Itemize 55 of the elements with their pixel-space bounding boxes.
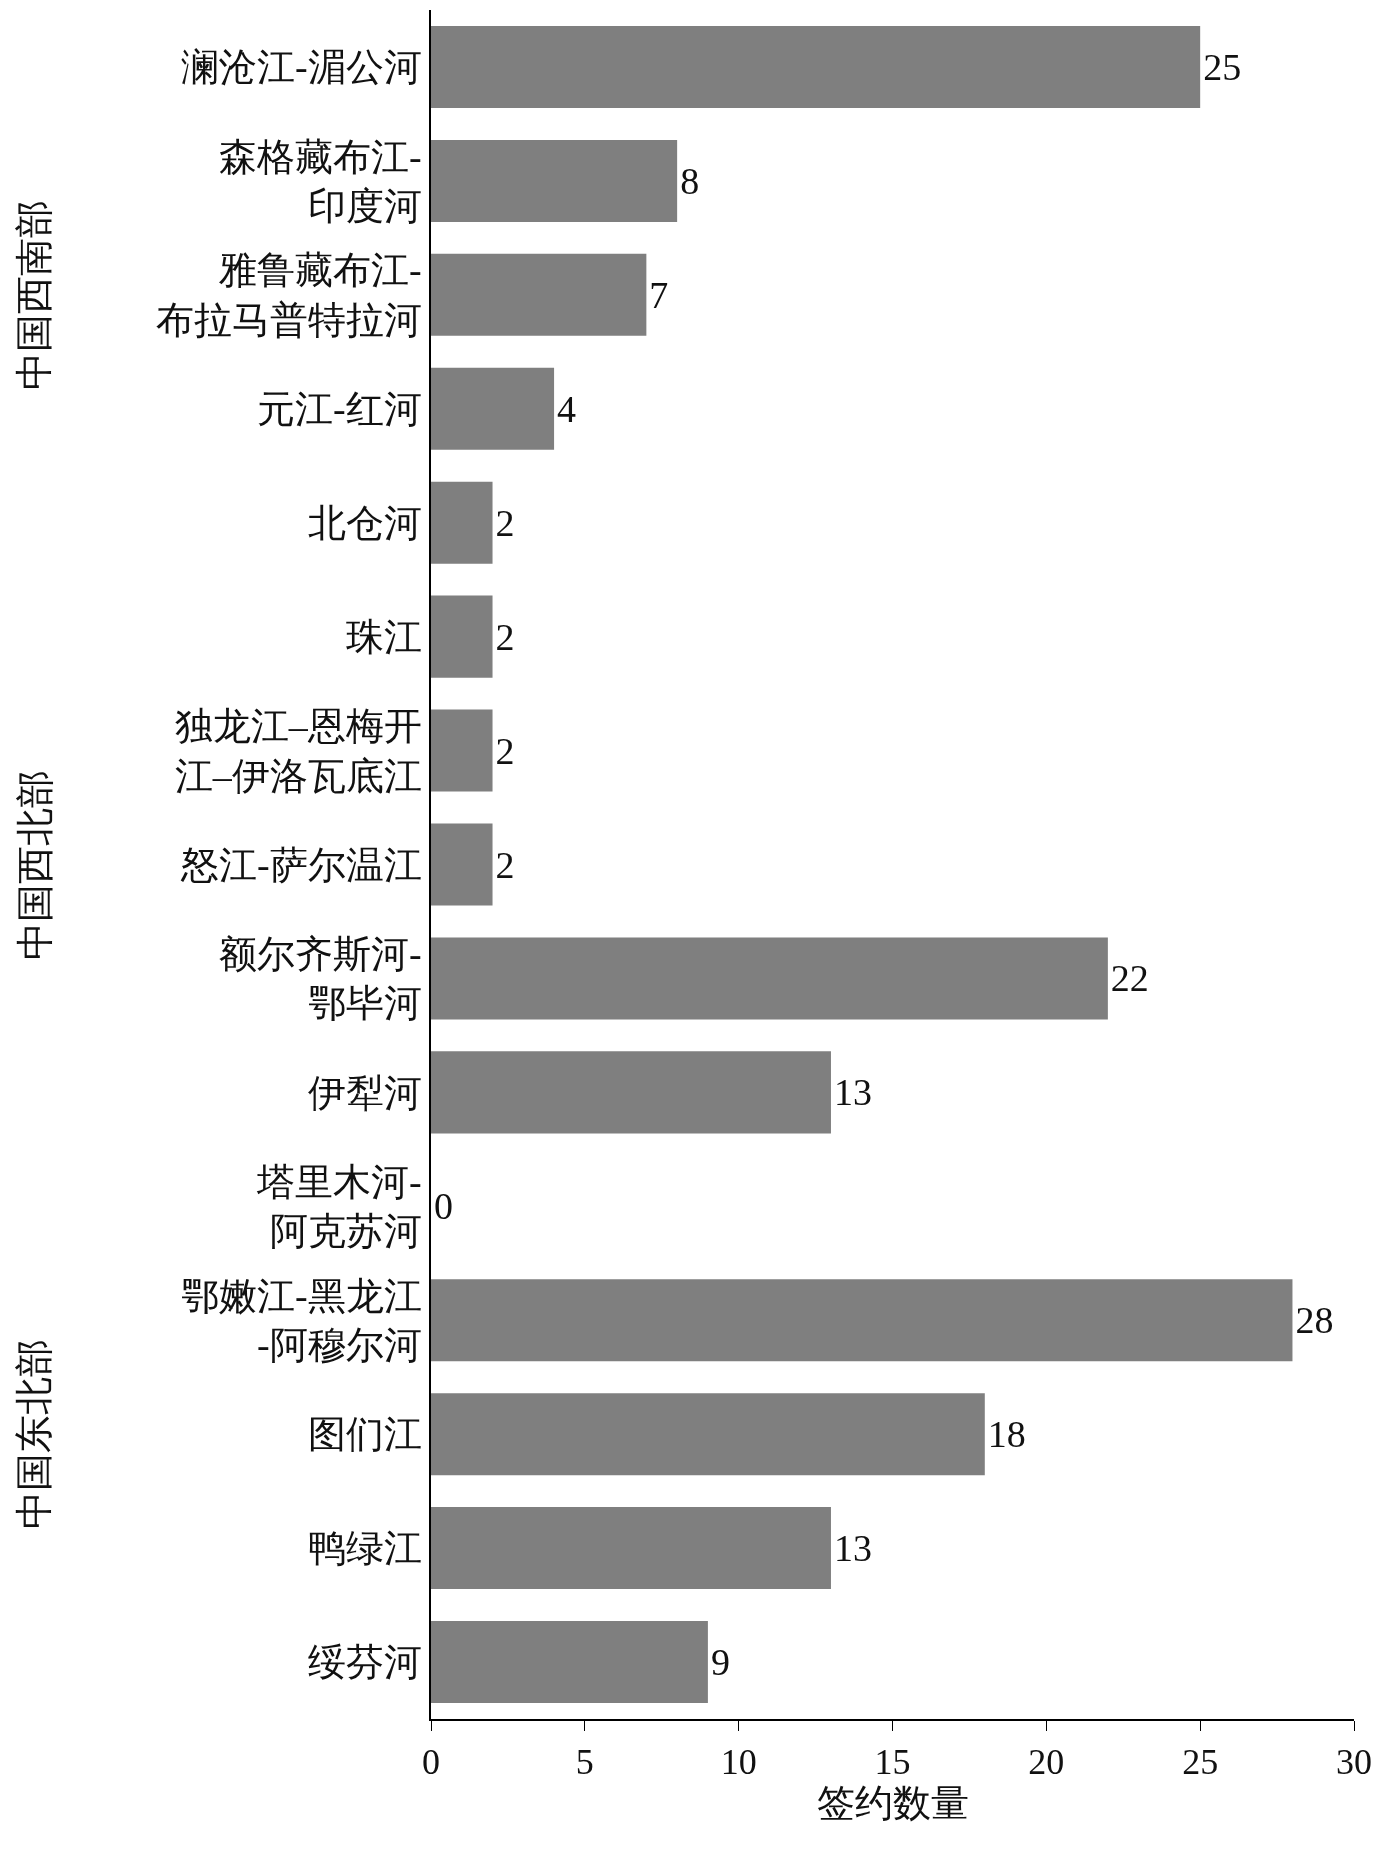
data-label: 22	[1110, 957, 1149, 1000]
bar	[431, 823, 493, 906]
data-label: 9	[710, 1641, 730, 1684]
data-label: 2	[495, 843, 515, 886]
bar	[431, 1279, 1293, 1362]
y-tick-label: 图们江	[307, 1413, 422, 1456]
y-tick-label: 鄂嫩江-黑龙江-阿穆尔河	[180, 1274, 422, 1367]
y-tick-label: 独龙江–恩梅开江–伊洛瓦底江	[174, 705, 422, 797]
bar	[431, 253, 647, 336]
y-tick-label: 澜沧江-湄公河	[180, 46, 422, 89]
bar	[431, 1051, 831, 1134]
x-axis-title: 签约数量	[816, 1781, 969, 1824]
bar	[431, 25, 1201, 108]
bar	[431, 1393, 985, 1476]
data-label: 4	[557, 387, 577, 430]
bar	[431, 1507, 831, 1590]
data-label: 0	[434, 1185, 453, 1228]
y-tick-label: 珠江	[345, 615, 422, 658]
x-tick-label: 10	[720, 1741, 757, 1782]
y-tick-label: 鸭绿江	[307, 1527, 422, 1570]
y-tick-label: 额尔齐斯河-鄂毕河	[218, 933, 422, 1025]
text: 中国西北部	[13, 769, 56, 960]
text: 中国东北部	[12, 1339, 55, 1530]
data-label: 2	[495, 729, 515, 772]
bar	[431, 595, 493, 678]
bar	[431, 937, 1108, 1020]
text: 中国西南部	[13, 199, 56, 390]
data-label: 7	[649, 273, 669, 316]
bar	[431, 139, 678, 222]
x-tick-label: 15	[874, 1741, 911, 1782]
x-tick-label: 30	[1336, 1741, 1372, 1782]
data-label: 13	[833, 1071, 872, 1114]
data-label: 2	[495, 615, 515, 658]
bar	[431, 1621, 708, 1704]
data-label: 28	[1295, 1299, 1334, 1342]
y-tick-label: 北仓河	[307, 502, 422, 544]
data-label: 18	[987, 1413, 1026, 1456]
y-tick-label: 森格藏布江-印度河	[218, 135, 422, 227]
bar	[431, 367, 555, 450]
data-label: 2	[495, 501, 515, 544]
x-tick-label: 5	[575, 1741, 594, 1782]
x-tick-label: 25	[1182, 1741, 1219, 1782]
bar	[431, 481, 493, 564]
y-tick-label: 绥芬河	[307, 1641, 422, 1684]
bar	[431, 709, 493, 792]
data-label: 13	[833, 1527, 872, 1570]
data-label: 25	[1203, 45, 1242, 88]
x-tick-label: 0	[422, 1741, 440, 1782]
y-tick-label: 伊犁河	[307, 1071, 422, 1114]
y-tick-label: 雅鲁藏布江-布拉马普特拉河	[155, 249, 422, 341]
y-tick-label: 元江-红河	[256, 388, 422, 431]
x-tick-label: 20	[1028, 1741, 1065, 1782]
y-tick-label: 塔里木河-阿克苏河	[255, 1160, 422, 1253]
y-tick-label: 怒江-萨尔温江	[179, 843, 422, 886]
data-label: 8	[680, 159, 700, 202]
